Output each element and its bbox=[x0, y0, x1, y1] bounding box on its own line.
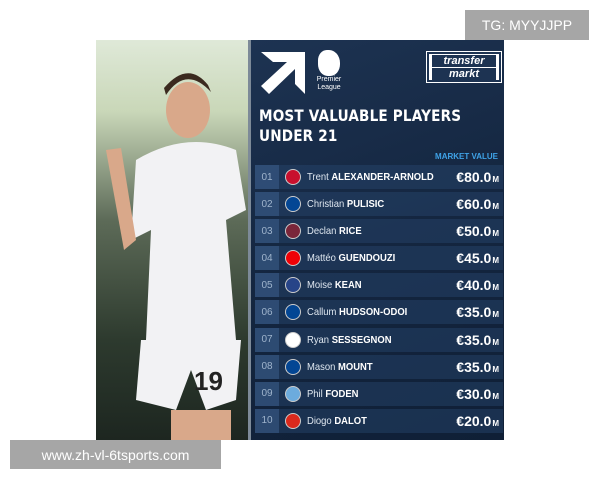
club-crest-icon bbox=[285, 277, 301, 294]
rank: 08 bbox=[255, 354, 279, 379]
table-row: 03 Declan RICE €50.0M bbox=[255, 219, 503, 244]
table-row: 09 Phil FODEN €30.0M bbox=[255, 381, 503, 406]
watermark-top: TG: MYYJJPP bbox=[465, 10, 589, 40]
rank: 01 bbox=[255, 165, 279, 189]
player-name: Phil FODEN bbox=[307, 387, 359, 400]
player-name: Declan RICE bbox=[307, 225, 362, 238]
table-row: 07 Ryan SESSEGNON €35.0M bbox=[255, 327, 503, 352]
player-name: Ryan SESSEGNON bbox=[307, 333, 392, 346]
club-crest-icon bbox=[285, 223, 301, 240]
table-row: 06 Callum HUDSON-ODOI €35.0M bbox=[255, 300, 503, 325]
watermark-bottom: www.zh-vl-6tsports.com bbox=[10, 440, 221, 469]
rank: 06 bbox=[255, 300, 279, 325]
page-title: MOST VALUABLE PLAYERS UNDER 21 bbox=[259, 106, 462, 145]
rank: 03 bbox=[255, 219, 279, 244]
market-value: €35.0M bbox=[456, 304, 499, 321]
club-crest-icon bbox=[285, 358, 301, 375]
market-value: €60.0M bbox=[456, 196, 499, 213]
club-crest-icon bbox=[285, 412, 301, 429]
market-value: €50.0M bbox=[456, 223, 499, 240]
market-value: €30.0M bbox=[456, 385, 499, 402]
table-row: 02 Christian PULISIC €60.0M bbox=[255, 192, 503, 217]
rank: 05 bbox=[255, 273, 279, 298]
player-name: Mason MOUNT bbox=[307, 360, 373, 373]
table-row: 05 Moise KEAN €40.0M bbox=[255, 273, 503, 298]
player-name: Trent ALEXANDER-ARNOLD bbox=[307, 171, 434, 183]
player-name: Diogo DALOT bbox=[307, 414, 367, 427]
market-value: €35.0M bbox=[456, 331, 499, 348]
club-crest-icon bbox=[285, 304, 301, 321]
ranking-panel: Premier League transfer markt MOST VALUA… bbox=[248, 40, 504, 440]
player-name: Christian PULISIC bbox=[307, 198, 385, 211]
column-label: MARKET VALUE bbox=[435, 152, 498, 161]
rank: 02 bbox=[255, 192, 279, 217]
premier-league-logo: Premier League bbox=[309, 50, 349, 92]
market-value: €80.0M bbox=[456, 169, 499, 185]
shirt-number: 19 bbox=[194, 366, 223, 396]
club-crest-icon bbox=[285, 169, 301, 185]
market-value: €35.0M bbox=[456, 358, 499, 375]
market-value: €20.0M bbox=[456, 412, 499, 429]
market-value: €40.0M bbox=[456, 277, 499, 294]
market-value: €45.0M bbox=[456, 250, 499, 267]
rank: 10 bbox=[255, 408, 279, 433]
table-row: 08 Mason MOUNT €35.0M bbox=[255, 354, 503, 379]
rank: 09 bbox=[255, 381, 279, 406]
club-crest-icon bbox=[285, 385, 301, 402]
table-row: 01 Trent ALEXANDER-ARNOLD €80.0M bbox=[255, 165, 503, 189]
lion-icon bbox=[318, 50, 340, 76]
player-list: 01 Trent ALEXANDER-ARNOLD €80.0M 02 Chris… bbox=[255, 165, 503, 436]
infographic: 19 Premier League transfer markt MOST VA… bbox=[96, 40, 504, 440]
arrow-up-right-icon bbox=[261, 52, 305, 94]
rank: 04 bbox=[255, 246, 279, 271]
club-crest-icon bbox=[285, 196, 301, 213]
transfermarkt-logo: transfer markt bbox=[426, 51, 502, 83]
club-crest-icon bbox=[285, 331, 301, 348]
rank: 07 bbox=[255, 327, 279, 352]
player-name: Callum HUDSON-ODOI bbox=[307, 306, 408, 319]
table-row: 04 Mattéo GUENDOUZI €45.0M bbox=[255, 246, 503, 271]
table-row: 10 Diogo DALOT €20.0M bbox=[255, 408, 503, 433]
club-crest-icon bbox=[285, 250, 301, 267]
player-name: Moise KEAN bbox=[307, 279, 362, 292]
player-photo: 19 bbox=[96, 40, 248, 440]
player-name: Mattéo GUENDOUZI bbox=[307, 252, 396, 265]
